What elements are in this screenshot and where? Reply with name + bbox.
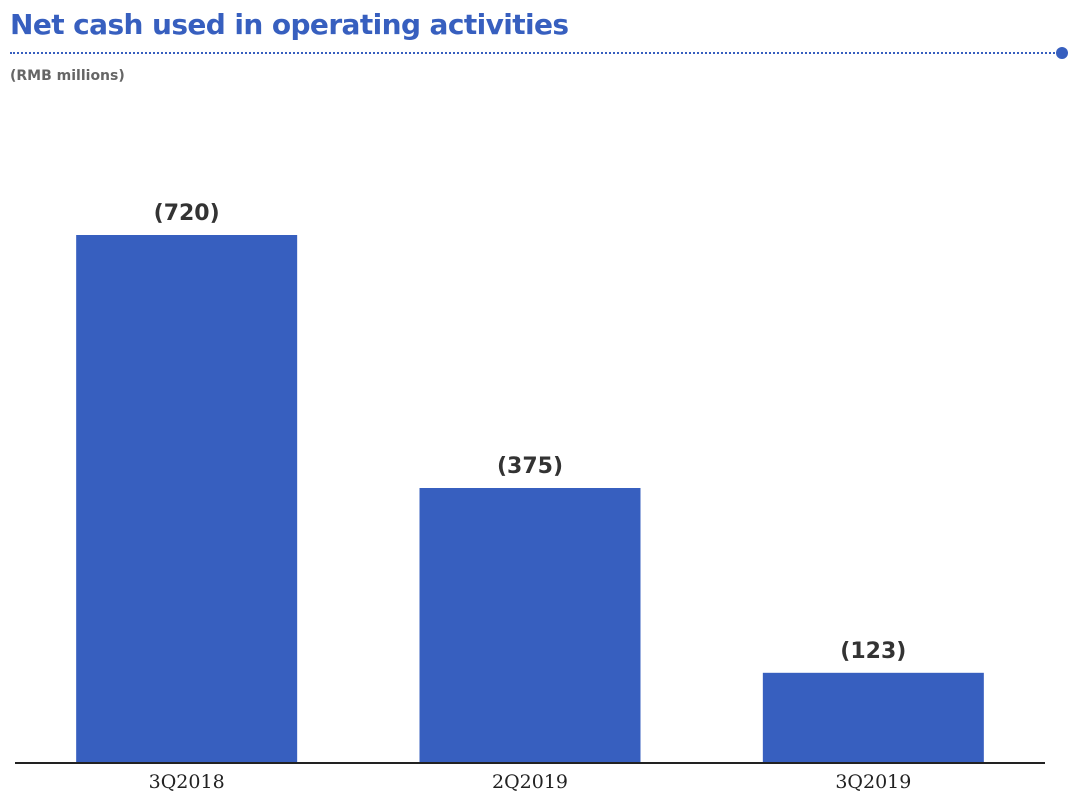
divider-end-dot: [1056, 47, 1068, 59]
title-divider: [10, 52, 1059, 54]
x-tick-label-3Q2019: 3Q2019: [835, 771, 911, 793]
data-label-3Q2019: (123): [840, 639, 906, 664]
chart-title: Net cash used in operating activities: [10, 8, 569, 41]
unit-label: (RMB millions): [10, 68, 125, 84]
x-tick-label-2Q2019: 2Q2019: [492, 771, 568, 793]
x-tick-label-3Q2018: 3Q2018: [149, 771, 225, 793]
data-label-2Q2019: (375): [497, 454, 563, 479]
bar-3Q2019: [762, 672, 984, 763]
data-label-3Q2018: (720): [154, 201, 220, 226]
bar-3Q2018: [76, 235, 298, 763]
bar-2Q2019: [419, 488, 641, 763]
